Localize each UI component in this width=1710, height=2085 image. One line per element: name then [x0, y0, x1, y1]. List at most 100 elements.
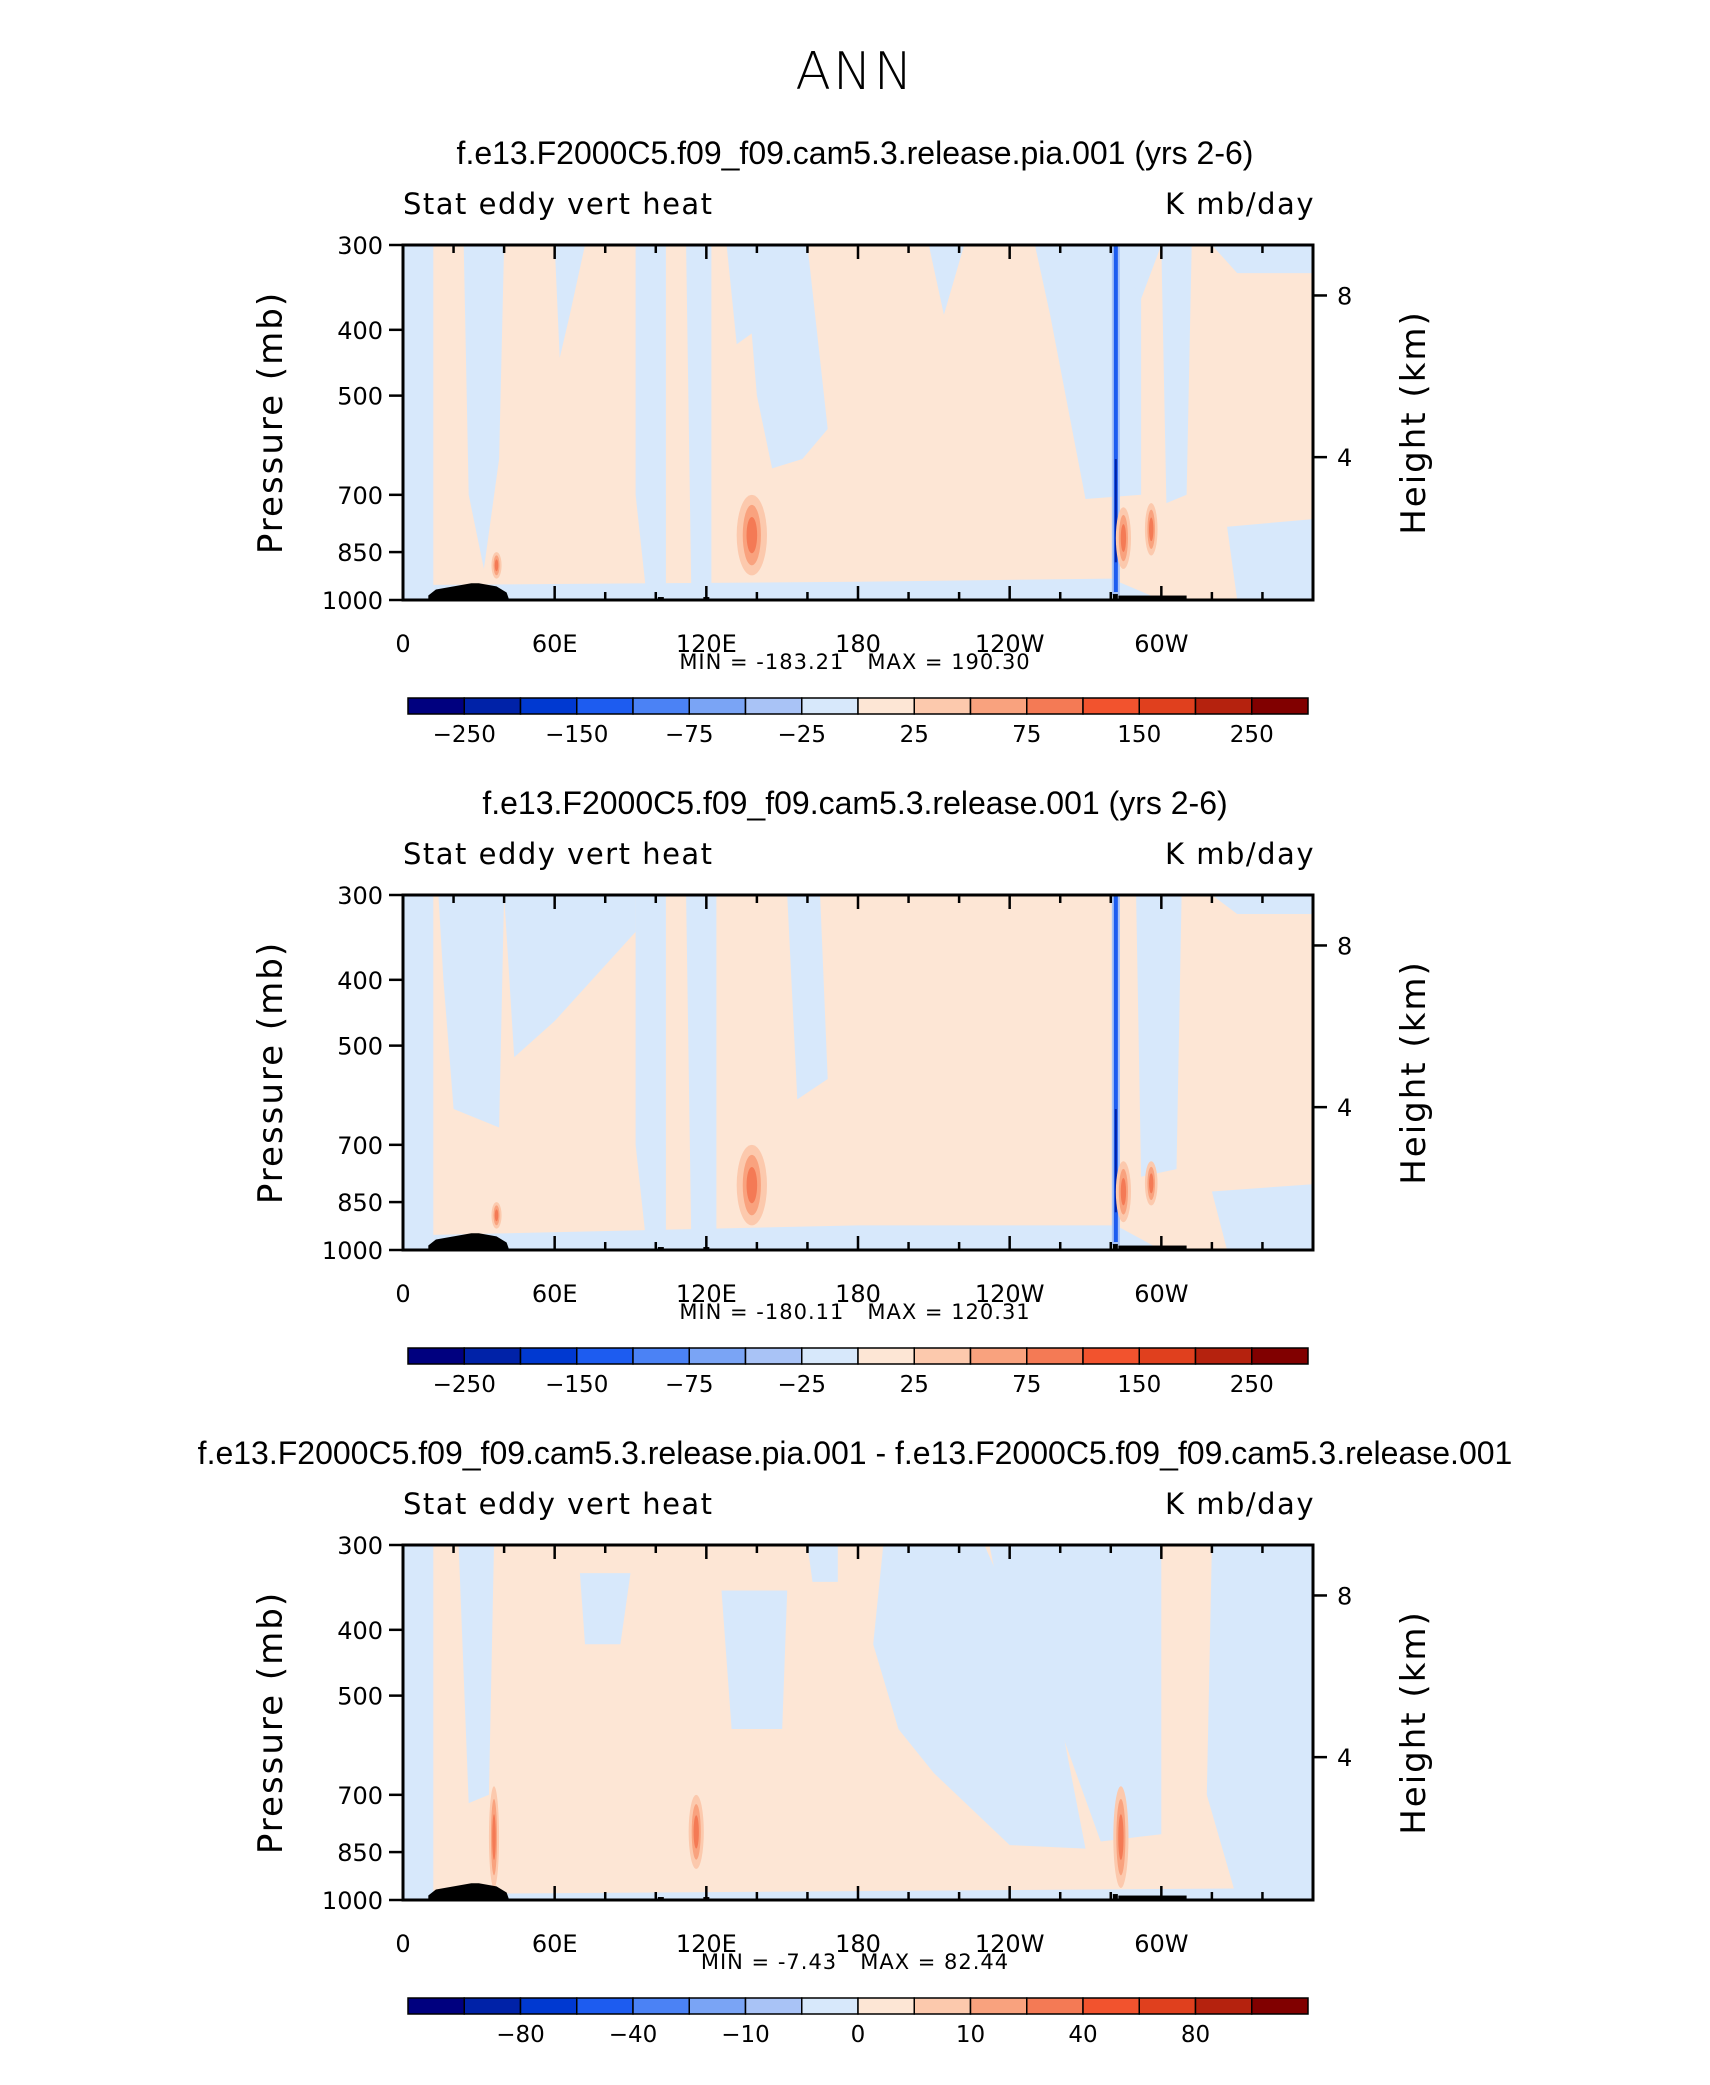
min-label: MIN = -180.11 [679, 1300, 845, 1324]
colorbar-label: −25 [777, 722, 826, 748]
colorbar-swatch [519, 697, 578, 715]
height-tick-label: 4 [1337, 1094, 1352, 1122]
colorbar-label: 10 [956, 2022, 985, 2048]
negative-region [1136, 895, 1182, 1177]
y-axis-label: Pressure (mb) [251, 1591, 291, 1854]
terrain-mask [1118, 1895, 1187, 1900]
x-tick-label: 60W [1134, 630, 1188, 658]
colorbar-swatch [463, 697, 522, 715]
colorbar: −250 −150 −75 −25 25 75 150 250 [407, 697, 1309, 748]
y-tick-label: 300 [337, 232, 383, 260]
panel-title: f.e13.F2000C5.f09_f09.cam5.3.release.pia… [197, 1435, 1513, 1471]
colorbar-label: −250 [433, 722, 496, 748]
negative-region [721, 1590, 788, 1729]
y-tick-label: 850 [337, 1189, 383, 1217]
colorbar-label: 0 [851, 2022, 866, 2048]
colorbar-swatch [1082, 1347, 1140, 1365]
colorbar-swatch [801, 1997, 859, 2015]
colorbar-label: 25 [900, 1372, 929, 1398]
colorbar-swatch [1082, 1997, 1140, 2015]
y-axis-label: Pressure (mb) [251, 291, 291, 554]
min-label: MIN = -183.21 [679, 650, 845, 674]
colorbar-label: −75 [665, 722, 714, 748]
height-tick-label: 8 [1337, 282, 1352, 310]
y-tick-label: 300 [337, 1532, 383, 1560]
variable-label: Stat eddy vert heat [403, 1487, 714, 1521]
terrain-mask [1118, 595, 1187, 600]
colorbar-swatch [913, 697, 972, 715]
terrain-mask [428, 1233, 510, 1250]
negative-region [686, 245, 712, 600]
positive-maximum [693, 1815, 699, 1849]
colorbar-label: 150 [1117, 1372, 1161, 1398]
colorbar-swatch [1138, 1997, 1197, 2015]
x-tick-label: 60E [532, 630, 578, 658]
units-label: K mb/day [1164, 187, 1315, 221]
x-tick-label: 0 [395, 1280, 410, 1308]
negative-region [438, 895, 505, 1128]
terrain-mask [428, 583, 510, 600]
y-tick-label: 500 [337, 383, 383, 411]
colorbar-label: −150 [545, 1372, 608, 1398]
terrain-mask [1112, 1244, 1118, 1250]
y-tick-label: 500 [337, 1683, 383, 1711]
colorbar-swatch [1082, 697, 1140, 715]
height-tick-label: 4 [1337, 1744, 1352, 1772]
terrain-mask [1112, 594, 1118, 600]
colorbar-swatch [1194, 1347, 1253, 1365]
positive-maximum [1120, 524, 1127, 552]
y-tick-label: 400 [337, 1617, 383, 1645]
colorbar-swatch [913, 1997, 972, 2015]
colorbar-label: 150 [1117, 722, 1161, 748]
colorbar-swatch [1251, 1997, 1309, 2015]
y-tick-label: 400 [337, 317, 383, 345]
height-axis-label: Height (km) [1394, 960, 1434, 1185]
positive-maximum [746, 516, 758, 554]
negative-region [458, 1545, 494, 1804]
colorbar-swatch [688, 697, 747, 715]
y-tick-label: 1000 [322, 1237, 383, 1265]
negative-region [403, 245, 434, 600]
positive-field [403, 245, 1313, 600]
colorbar-swatch [1251, 1347, 1309, 1365]
colorbar-swatch [632, 1997, 690, 2015]
colorbar-swatch [688, 1997, 747, 2015]
y-tick-label: 700 [337, 1782, 383, 1810]
positive-maximum [1149, 517, 1154, 542]
x-tick-label: 120E [676, 630, 737, 658]
colorbar-swatch [801, 1347, 859, 1365]
x-tick-label: 60E [532, 1930, 578, 1958]
contour-regions [403, 895, 1313, 1250]
page-title: ANN [795, 42, 915, 102]
negative-region [504, 895, 636, 1058]
colorbar-swatch [463, 1347, 522, 1365]
colorbar: −80 −40 −10 0 10 40 80 [407, 1997, 1309, 2048]
contour-plot: 0 60E 120E 180 120W 60W 300 400 500 700 850 1000 Pre… [251, 232, 1434, 748]
panel-title: f.e13.F2000C5.f09_f09.cam5.3.release.pia… [456, 135, 1254, 171]
colorbar-swatch [1026, 697, 1084, 715]
y-tick-label: 850 [337, 539, 383, 567]
positive-field [403, 1545, 1313, 1900]
colorbar-label: 75 [1012, 1372, 1041, 1398]
colorbar-label: −10 [721, 2022, 770, 2048]
min-max-label: MIN = -7.43 MAX = 82.44 [0, 1950, 1710, 1974]
colorbar-swatch [576, 697, 634, 715]
colorbar-swatch [913, 1347, 972, 1365]
panel-control: f.e13.F2000C5.f09_f09.cam5.3.release.001… [0, 785, 1710, 1435]
negative-region [433, 1888, 1313, 1900]
x-tick-label: 120E [676, 1930, 737, 1958]
positive-maximum [1118, 1814, 1124, 1861]
panel-pia: f.e13.F2000C5.f09_f09.cam5.3.release.pia… [0, 135, 1710, 785]
colorbar-swatch [576, 1997, 634, 2015]
negative-strip [1113, 895, 1118, 1242]
variable-label: Stat eddy vert heat [403, 187, 714, 221]
negative-region [1227, 519, 1313, 600]
colorbar-label: 40 [1068, 2022, 1097, 2048]
negative-region [989, 1545, 1162, 1842]
negative-region [873, 1545, 1086, 1849]
units-label: K mb/day [1164, 1487, 1315, 1521]
x-tick-label: 120E [676, 1280, 737, 1308]
colorbar-label: −150 [545, 722, 608, 748]
colorbar-swatch [857, 1997, 915, 2015]
colorbar-swatch [519, 1347, 578, 1365]
